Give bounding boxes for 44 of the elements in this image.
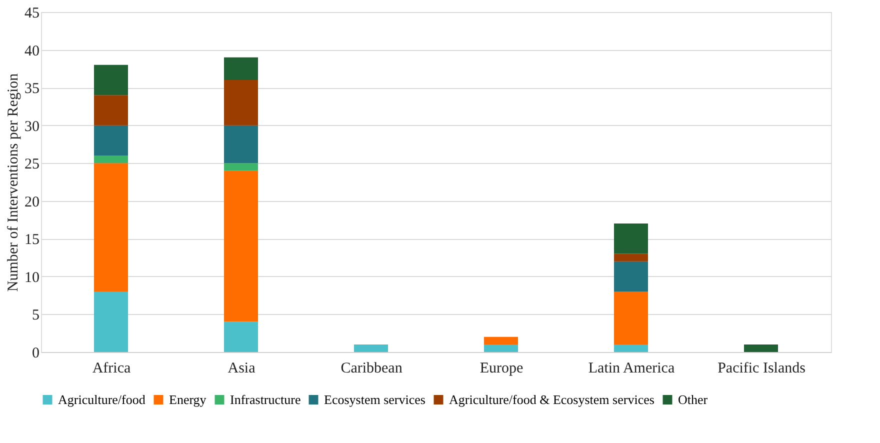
- bar: [224, 163, 258, 171]
- legend-label: Other: [678, 392, 708, 407]
- bar: [94, 125, 128, 156]
- x-tick-label: Latin America: [588, 360, 675, 376]
- x-tick-label: Asia: [228, 360, 256, 376]
- legend-label: Agriculture/food & Ecosystem services: [449, 392, 654, 407]
- y-tick-label: 10: [24, 270, 40, 286]
- bar: [94, 163, 128, 292]
- y-axis-title: Number of Interventions per Region: [6, 72, 22, 292]
- bar: [614, 344, 648, 352]
- x-tick-label: Caribbean: [340, 360, 403, 376]
- x-tick-label: Europe: [480, 360, 524, 376]
- legend-label: Infrastructure: [230, 392, 301, 407]
- legend-label: Agriculture/food: [58, 392, 146, 407]
- bar: [354, 344, 388, 352]
- bar: [614, 254, 648, 262]
- bar: [484, 336, 518, 344]
- bar: [94, 95, 128, 126]
- y-tick-label: 30: [24, 118, 40, 135]
- x-tick-label: Pacific Islands: [718, 360, 806, 376]
- legend-label: Energy: [169, 392, 207, 407]
- bar: [94, 64, 128, 96]
- bar: [744, 344, 778, 352]
- bar: [224, 322, 258, 352]
- bar: [614, 292, 648, 344]
- bar: [94, 156, 128, 164]
- bar: [614, 261, 648, 292]
- bar: [224, 80, 258, 126]
- x-tick-label: Africa: [92, 360, 131, 376]
- y-tick-label: 20: [24, 194, 40, 210]
- y-tick-label: 40: [24, 43, 40, 60]
- y-tick-label: 35: [24, 81, 40, 98]
- y-tick-label: 45: [24, 6, 40, 22]
- bar: [484, 344, 518, 352]
- bar: [224, 57, 258, 80]
- bar: [94, 292, 128, 352]
- legend-label: Ecosystem services: [324, 392, 426, 407]
- bar: [614, 224, 648, 254]
- y-tick-label: 15: [24, 232, 40, 248]
- y-tick-label: 25: [24, 156, 40, 173]
- y-tick-label: 5: [32, 308, 40, 324]
- y-tick-label: 0: [32, 346, 40, 362]
- bar: [224, 170, 258, 322]
- bar: [224, 125, 258, 164]
